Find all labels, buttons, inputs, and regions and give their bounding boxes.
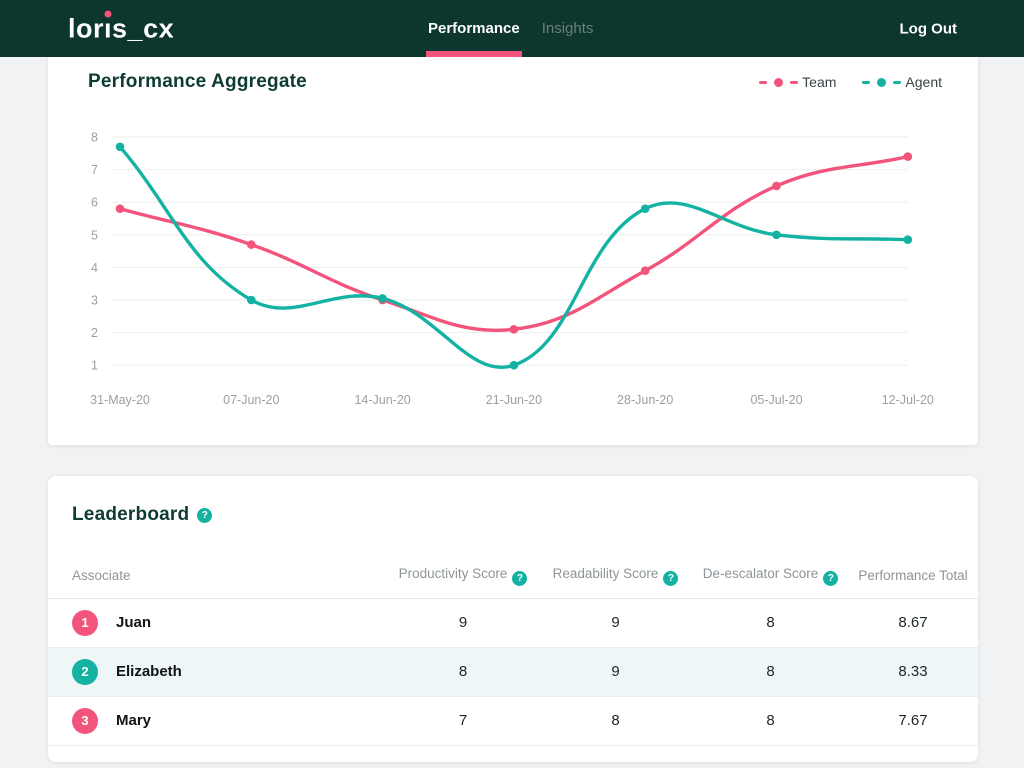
- svg-text:2: 2: [91, 326, 98, 340]
- legend-team-label: Team: [802, 74, 837, 90]
- table-row[interactable]: 1 Juan 9 9 8 8.67: [48, 598, 978, 648]
- table-row[interactable]: 3 Mary 7 8 8 7.67: [48, 696, 978, 746]
- svg-text:12-Jul-20: 12-Jul-20: [882, 393, 934, 407]
- nav-tab-performance-label: Performance: [428, 20, 520, 37]
- deescalator-score: 8: [693, 598, 848, 648]
- agent-legend-dot-icon: [877, 77, 887, 87]
- nav-tab-insights[interactable]: Insights: [542, 0, 594, 57]
- col-header-deescalator: De-escalator Score?: [693, 554, 848, 599]
- performance-total: 7.67: [848, 696, 978, 746]
- main-nav: Performance Insights: [426, 0, 594, 57]
- nav-tab-insights-label: Insights: [541, 20, 594, 37]
- leaderboard-help-icon[interactable]: ?: [197, 507, 213, 523]
- app-header: lorı s_cx Performance Insights Log Out: [0, 0, 1024, 57]
- leaderboard-header: Associate Productivity Score? Readabilit…: [48, 554, 978, 599]
- table-row[interactable]: 2 Elizabeth 8 9 8 8.33: [48, 647, 978, 697]
- leaderboard-header-row: Leaderboard ?: [48, 476, 978, 526]
- col-header-performance-total: Performance Total: [848, 554, 978, 599]
- svg-text:1: 1: [91, 359, 98, 373]
- associate-name: Elizabeth: [116, 663, 182, 680]
- svg-text:31-May-20: 31-May-20: [90, 393, 150, 407]
- col-header-readability: Readability Score?: [538, 554, 693, 599]
- associate-name: Mary: [116, 712, 152, 729]
- legend-agent-label: Agent: [905, 74, 942, 90]
- performance-chart: 1 2 3 4 5 6 7 8 31-May-20 07-Jun-20 14-Jun-20 21-Ju…: [90, 131, 934, 408]
- svg-text:8: 8: [91, 131, 98, 145]
- associate-name: Juan: [116, 614, 152, 631]
- productivity-score: 7: [388, 696, 538, 746]
- legend-item-agent[interactable]: Agent: [862, 74, 942, 90]
- chart-header-row: Performance Aggregate Team Agent: [48, 57, 978, 97]
- performance-total: 8.67: [848, 598, 978, 648]
- performance-total: 8.33: [848, 647, 978, 697]
- svg-text:07-Jun-20: 07-Jun-20: [223, 393, 279, 407]
- svg-text:14-Jun-20: 14-Jun-20: [354, 393, 410, 407]
- rank-badge: 2: [72, 658, 98, 685]
- productivity-score: 8: [388, 647, 538, 697]
- page-content: Performance Aggregate Team Agent 1 2 3 4 5 6 7…: [0, 57, 1024, 762]
- brand-logo[interactable]: lorı s_cx: [68, 10, 174, 44]
- deescalator-help-icon[interactable]: ?: [823, 570, 839, 586]
- nav-tab-performance[interactable]: Performance: [426, 0, 522, 57]
- leaderboard-table: Associate Productivity Score? Readabilit…: [48, 554, 978, 746]
- col-header-productivity: Productivity Score?: [388, 554, 538, 599]
- svg-text:3: 3: [91, 294, 98, 308]
- leaderboard-title: Leaderboard: [72, 504, 190, 525]
- legend-item-team[interactable]: Team: [759, 74, 836, 90]
- readability-score: 9: [538, 598, 693, 648]
- team-legend-dash-icon: [790, 80, 799, 84]
- logout-button[interactable]: Log Out: [899, 20, 957, 37]
- logo-dot-icon: [104, 10, 112, 17]
- chart-title: Performance Aggregate: [88, 71, 307, 92]
- team-legend-dot-icon: [774, 77, 784, 87]
- readability-help-icon[interactable]: ?: [663, 570, 679, 586]
- rank-badge: 1: [72, 609, 98, 636]
- chart-legend: Team Agent: [759, 74, 942, 90]
- readability-score: 8: [538, 696, 693, 746]
- svg-text:4: 4: [91, 261, 98, 275]
- section-gap: [48, 445, 978, 476]
- leaderboard-card: Leaderboard ? Associate Productivity Sco…: [48, 476, 978, 762]
- svg-text:21-Jun-20: 21-Jun-20: [486, 393, 542, 407]
- svg-text:5: 5: [91, 228, 98, 242]
- deescalator-score: 8: [693, 696, 848, 746]
- active-tab-underline: [426, 51, 522, 57]
- col-header-associate: Associate: [48, 554, 388, 599]
- rank-badge: 3: [72, 707, 98, 734]
- svg-text:6: 6: [91, 196, 98, 210]
- readability-score: 9: [538, 647, 693, 697]
- productivity-score: 9: [388, 598, 538, 648]
- productivity-help-icon[interactable]: ?: [512, 570, 528, 586]
- team-legend-dash-icon: [759, 80, 768, 84]
- svg-text:05-Jul-20: 05-Jul-20: [750, 393, 802, 407]
- svg-text:28-Jun-20: 28-Jun-20: [617, 393, 673, 407]
- agent-legend-dash-icon: [862, 80, 871, 84]
- performance-aggregate-card: Performance Aggregate Team Agent 1 2 3 4 5 6 7…: [48, 57, 978, 445]
- svg-text:7: 7: [91, 163, 98, 177]
- deescalator-score: 8: [693, 647, 848, 697]
- agent-legend-dash-icon: [893, 80, 902, 84]
